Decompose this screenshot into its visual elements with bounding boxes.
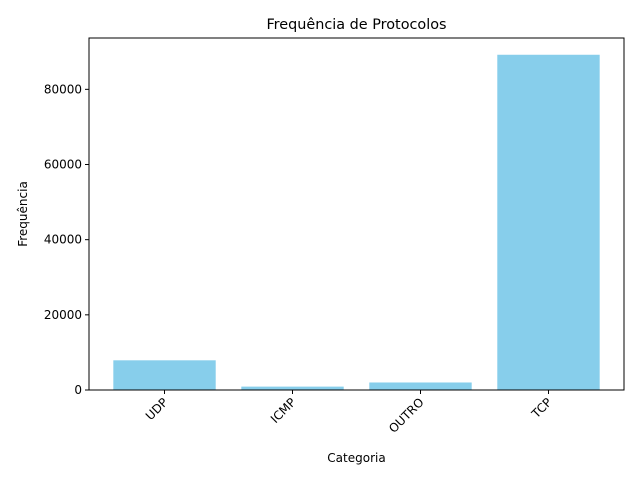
y-axis-label: Frequência: [16, 181, 30, 247]
bar-udp: [113, 360, 216, 390]
x-tick-label: TCP: [528, 395, 554, 421]
chart-title: Frequência de Protocolos: [266, 17, 446, 33]
bar-tcp: [497, 54, 600, 391]
y-tick-label: 20000: [44, 308, 82, 322]
bar-icmp: [241, 386, 344, 390]
x-tick-label: ICMP: [268, 395, 299, 426]
bars-group: [113, 54, 600, 391]
plot-frame: [88, 37, 625, 391]
x-axis-label: Categoria: [327, 451, 385, 465]
x-axis-ticks: UDP ICMP OUTRO TCP: [143, 390, 555, 436]
x-tick-label: OUTRO: [386, 395, 427, 436]
y-tick-label: 0: [74, 383, 82, 397]
y-tick-label: 40000: [44, 233, 82, 247]
y-tick-label: 80000: [44, 82, 82, 96]
x-tick-label: UDP: [143, 395, 171, 423]
y-axis-ticks: 0 20000 40000 60000 80000: [44, 82, 89, 397]
bar-outro: [369, 382, 472, 390]
y-tick-label: 60000: [44, 158, 82, 172]
